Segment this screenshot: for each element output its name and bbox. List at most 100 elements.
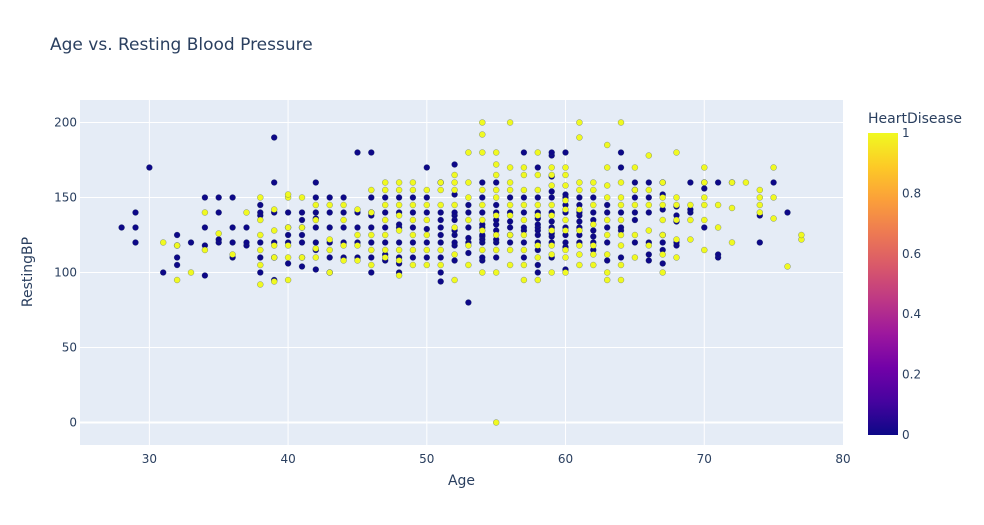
point-heartdisease-1	[423, 246, 430, 254]
point-heartdisease-1	[770, 164, 777, 171]
point-heartdisease-0	[506, 239, 514, 246]
point-heartdisease-0	[243, 224, 250, 231]
point-heartdisease-1	[326, 246, 333, 254]
colorbar-tick-label: 1	[902, 126, 910, 140]
point-heartdisease-0	[548, 149, 555, 156]
point-heartdisease-1	[631, 164, 639, 171]
point-heartdisease-0	[631, 179, 639, 186]
colorbar-tick-label: 0	[902, 428, 910, 442]
point-heartdisease-1	[604, 251, 611, 258]
point-heartdisease-1	[257, 246, 264, 254]
point-heartdisease-1	[506, 119, 514, 126]
point-heartdisease-1	[312, 201, 319, 209]
point-heartdisease-1	[576, 242, 583, 249]
point-heartdisease-1	[520, 261, 528, 269]
point-heartdisease-1	[701, 246, 708, 254]
point-heartdisease-1	[506, 201, 514, 209]
point-heartdisease-0	[465, 201, 472, 209]
point-heartdisease-0	[465, 224, 472, 231]
point-heartdisease-1	[756, 194, 763, 201]
point-heartdisease-0	[465, 209, 472, 216]
point-heartdisease-1	[437, 179, 444, 186]
point-heartdisease-1	[617, 119, 625, 126]
point-heartdisease-0	[645, 257, 652, 264]
point-heartdisease-1	[520, 231, 528, 239]
point-heartdisease-1	[590, 201, 597, 209]
point-heartdisease-0	[326, 194, 333, 201]
point-heartdisease-0	[548, 194, 555, 201]
point-heartdisease-1	[617, 276, 625, 284]
point-heartdisease-1	[437, 186, 444, 194]
point-heartdisease-1	[354, 242, 361, 249]
point-heartdisease-1	[534, 171, 541, 179]
point-heartdisease-0	[382, 209, 389, 216]
point-heartdisease-0	[395, 194, 403, 201]
point-heartdisease-1	[409, 261, 417, 269]
point-heartdisease-0	[506, 224, 514, 231]
point-heartdisease-0	[243, 239, 250, 246]
point-heartdisease-0	[714, 179, 722, 186]
point-heartdisease-0	[173, 261, 181, 269]
point-heartdisease-1	[395, 272, 403, 279]
point-heartdisease-0	[340, 209, 347, 216]
point-heartdisease-1	[395, 257, 403, 264]
point-heartdisease-1	[354, 257, 361, 264]
point-heartdisease-1	[562, 227, 569, 234]
point-heartdisease-0	[437, 239, 444, 246]
point-heartdisease-1	[173, 276, 181, 284]
point-heartdisease-1	[520, 201, 528, 209]
point-heartdisease-0	[562, 149, 569, 156]
point-heartdisease-0	[604, 224, 611, 231]
point-heartdisease-1	[659, 216, 666, 224]
point-heartdisease-1	[590, 251, 597, 258]
point-heartdisease-1	[617, 194, 625, 201]
point-heartdisease-0	[437, 231, 444, 239]
point-heartdisease-0	[451, 239, 458, 246]
point-heartdisease-0	[479, 194, 486, 201]
x-tick-label: 70	[697, 452, 712, 466]
point-heartdisease-1	[271, 206, 278, 213]
point-heartdisease-0	[631, 239, 639, 246]
point-heartdisease-0	[215, 209, 222, 216]
point-heartdisease-1	[673, 236, 680, 243]
point-heartdisease-1	[659, 179, 666, 186]
point-heartdisease-0	[271, 134, 278, 141]
point-heartdisease-1	[326, 236, 333, 243]
point-heartdisease-1	[604, 194, 611, 201]
point-heartdisease-1	[576, 186, 583, 194]
point-heartdisease-0	[770, 179, 777, 186]
point-heartdisease-1	[506, 164, 514, 171]
point-heartdisease-0	[409, 254, 417, 261]
point-heartdisease-0	[312, 266, 319, 273]
point-heartdisease-1	[798, 231, 805, 239]
point-heartdisease-1	[631, 254, 639, 261]
point-heartdisease-1	[590, 179, 597, 186]
point-heartdisease-0	[506, 194, 514, 201]
point-heartdisease-1	[770, 215, 777, 222]
point-heartdisease-1	[479, 269, 486, 276]
point-heartdisease-0	[617, 224, 625, 231]
point-heartdisease-1	[451, 179, 458, 186]
point-heartdisease-0	[590, 227, 597, 234]
point-heartdisease-0	[465, 299, 472, 306]
point-heartdisease-1	[382, 179, 389, 186]
point-heartdisease-0	[229, 239, 236, 246]
point-heartdisease-1	[506, 261, 514, 269]
point-heartdisease-1	[659, 251, 666, 258]
point-heartdisease-0	[520, 224, 528, 231]
y-tick-label: 100	[54, 266, 77, 280]
point-heartdisease-1	[284, 191, 292, 198]
point-heartdisease-1	[645, 152, 652, 159]
point-heartdisease-0	[548, 188, 555, 195]
point-heartdisease-1	[284, 276, 292, 284]
point-heartdisease-0	[284, 209, 292, 216]
point-heartdisease-1	[756, 201, 763, 209]
point-heartdisease-1	[617, 261, 625, 269]
point-heartdisease-1	[548, 201, 555, 209]
point-heartdisease-1	[714, 224, 722, 231]
point-heartdisease-1	[756, 209, 763, 216]
point-heartdisease-1	[479, 227, 486, 234]
point-heartdisease-1	[312, 254, 319, 261]
point-heartdisease-1	[479, 216, 486, 224]
point-heartdisease-1	[493, 186, 500, 194]
